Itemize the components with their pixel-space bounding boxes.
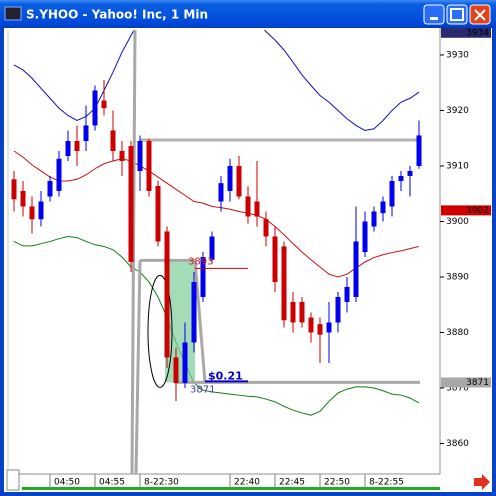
y-tick-label: 3860 bbox=[446, 439, 469, 449]
candle-body bbox=[65, 141, 71, 156]
y-tick-label: 3920 bbox=[446, 106, 469, 116]
price-marker-label: 3934 bbox=[466, 28, 489, 38]
low-label: 3871 bbox=[190, 384, 215, 395]
candle-body bbox=[164, 231, 170, 358]
candle-body bbox=[11, 179, 17, 200]
change-label: $0.21 bbox=[208, 369, 243, 382]
candle-body bbox=[200, 256, 206, 297]
candle-body bbox=[155, 185, 161, 242]
price-marker-label: 3871 bbox=[466, 378, 489, 388]
candle-body bbox=[146, 141, 152, 191]
candle-body bbox=[308, 317, 314, 333]
plot-area: 3893 $0.21 3871 bbox=[11, 30, 422, 474]
candle-body bbox=[110, 130, 116, 151]
candle-body bbox=[317, 324, 323, 335]
candle-body bbox=[38, 201, 44, 220]
price-marker bbox=[441, 377, 491, 388]
candle-body bbox=[236, 165, 242, 197]
highlight-ellipse bbox=[147, 274, 173, 388]
high-label: 3893 bbox=[188, 256, 213, 267]
candle-body bbox=[362, 221, 368, 252]
candle-body bbox=[119, 150, 125, 161]
band-line bbox=[13, 30, 420, 131]
candle-body bbox=[101, 100, 107, 109]
candle-body bbox=[263, 219, 269, 237]
minimize-icon bbox=[430, 17, 438, 20]
band-line bbox=[13, 150, 420, 278]
x-tick-label: 22:50 bbox=[324, 478, 350, 488]
y-tick-label: 3900 bbox=[446, 217, 469, 227]
scroll-bar[interactable] bbox=[22, 487, 440, 490]
trend-line bbox=[134, 260, 142, 474]
scroll-right-arrow[interactable] bbox=[474, 474, 490, 490]
candle-body bbox=[20, 190, 26, 207]
x-tick-label: 04:55 bbox=[99, 478, 125, 488]
price-marker bbox=[441, 205, 491, 216]
candle-body bbox=[218, 183, 224, 202]
x-tick-label: 8-22:30 bbox=[144, 478, 179, 488]
candle-body bbox=[389, 180, 395, 207]
candle-body bbox=[56, 158, 62, 191]
y-tick-label: 3890 bbox=[446, 272, 469, 282]
candle-body bbox=[398, 175, 404, 181]
band-line bbox=[13, 235, 420, 416]
axes: 3930 3920 3910 3900 3890 3880 3870 3860 3934 3902… bbox=[49, 27, 491, 488]
candle-body bbox=[173, 357, 179, 383]
window-buttons[interactable] bbox=[423, 4, 491, 25]
candle-body bbox=[353, 241, 359, 297]
candle-body bbox=[227, 165, 233, 191]
trend-line bbox=[193, 260, 207, 383]
corner-box[interactable] bbox=[6, 469, 20, 491]
candle-body bbox=[335, 296, 341, 323]
candle-body bbox=[209, 236, 215, 260]
y-tick-label: 3930 bbox=[446, 50, 469, 60]
candle-body bbox=[371, 211, 377, 227]
candle-body bbox=[254, 201, 260, 217]
maximize-icon bbox=[450, 8, 464, 21]
close-icon bbox=[474, 9, 486, 21]
candle-body bbox=[245, 196, 251, 217]
client-area bbox=[4, 28, 492, 492]
minimize-button[interactable] bbox=[423, 4, 445, 25]
candle-body bbox=[182, 342, 188, 383]
candle-body bbox=[326, 322, 332, 333]
candle-body bbox=[344, 286, 350, 302]
x-tick-label: 22:45 bbox=[279, 478, 305, 488]
candle-body bbox=[83, 125, 89, 141]
x-tick-label: 04:50 bbox=[54, 478, 80, 488]
candle-body bbox=[299, 301, 305, 323]
y-tick-label: 3870 bbox=[446, 383, 469, 393]
candle-body bbox=[47, 180, 53, 197]
y-tick-label: 3910 bbox=[446, 161, 469, 171]
x-tick-label: 8-22:55 bbox=[369, 478, 404, 488]
candle-body bbox=[407, 170, 413, 176]
candle-body bbox=[272, 236, 278, 282]
price-marker bbox=[441, 27, 491, 38]
candle-body bbox=[137, 141, 143, 171]
window-title: S.YHOO - Yahoo! Inc, 1 Min bbox=[26, 8, 208, 22]
app-icon bbox=[4, 6, 22, 21]
candle-body bbox=[281, 246, 287, 321]
candle-body bbox=[128, 145, 134, 262]
candle-body bbox=[290, 301, 296, 323]
price-marker-label: 3902 bbox=[466, 206, 489, 216]
y-tick-label: 3880 bbox=[446, 328, 469, 338]
candle-body bbox=[92, 90, 98, 126]
candle-body bbox=[74, 141, 80, 151]
candle-body bbox=[380, 201, 386, 214]
candle-body bbox=[191, 281, 197, 343]
x-tick-label: 22:40 bbox=[234, 478, 260, 488]
candle-body bbox=[416, 135, 422, 166]
title-bar bbox=[0, 0, 496, 28]
candle-body bbox=[29, 206, 35, 220]
